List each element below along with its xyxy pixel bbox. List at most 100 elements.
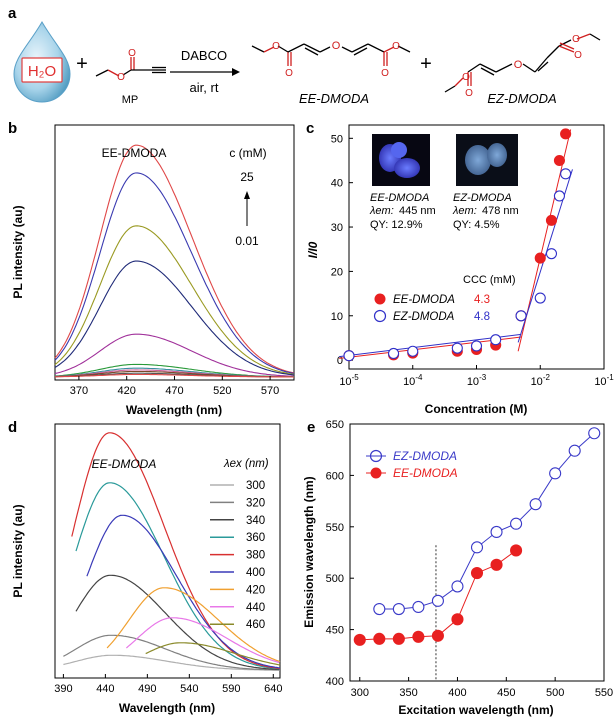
panel-e-point-ez bbox=[588, 427, 601, 440]
panel-d-frame bbox=[54, 423, 281, 679]
panel-e-point-ee bbox=[490, 558, 503, 571]
panel-d-curve-380 bbox=[71, 432, 281, 669]
panel-b-title: EE-DMODA bbox=[102, 146, 167, 160]
legend-d-label-340: 340 bbox=[246, 515, 265, 527]
panel-e-xtick-label: 350 bbox=[399, 687, 417, 699]
panel-b-c-low: 0.01 bbox=[235, 234, 259, 248]
panel-c-ytick-label: 20 bbox=[331, 266, 343, 278]
panel-e-ytick-label: 550 bbox=[326, 522, 344, 534]
panel-label-c: c bbox=[306, 120, 314, 137]
panel-c-point-ez bbox=[545, 248, 558, 260]
panel-c-point-ee bbox=[560, 128, 572, 140]
panel-d-ylabel: PL intensity (au) bbox=[11, 504, 25, 597]
legend-e-ez-name: EZ-DMODA bbox=[393, 449, 457, 463]
panel-c-point-ez bbox=[470, 340, 483, 352]
panel-b-curves bbox=[54, 144, 295, 378]
panel-c-point-ee bbox=[534, 252, 546, 264]
plus-sign-1: + bbox=[76, 53, 88, 75]
panel-b-c-label: c (mM) bbox=[229, 146, 266, 160]
panel-c-point-ez bbox=[515, 310, 527, 322]
panel-b-xtick-label: 570 bbox=[261, 385, 279, 397]
catalyst-label: DABCO bbox=[181, 48, 227, 63]
panel-d-ticks: 390 440 490 540 590 640 bbox=[54, 674, 282, 695]
panel-d-curve-440 bbox=[126, 617, 280, 664]
panel-b-frame bbox=[54, 124, 295, 381]
panel-e-point-ez bbox=[510, 517, 523, 530]
panel-d-xtick-label: 540 bbox=[180, 683, 198, 695]
panel-e-point-ez bbox=[373, 602, 386, 616]
panel-c-data bbox=[339, 128, 573, 362]
water-drop: H₂O bbox=[13, 21, 71, 103]
panel-e-ticks: 300 350 400 450 500 550 400 450 500 550 600 650 bbox=[326, 419, 614, 699]
svg-text:O: O bbox=[285, 68, 293, 79]
legend-d-label-300: 300 bbox=[246, 480, 265, 492]
panel-label-d: d bbox=[8, 419, 17, 436]
panel-c-ytick-label: 40 bbox=[331, 178, 343, 190]
panel-e-point-ez bbox=[490, 525, 503, 538]
panel-e-ytick-label: 650 bbox=[326, 419, 344, 431]
svg-text:O: O bbox=[381, 68, 389, 79]
panel-e-ytick-label: 600 bbox=[326, 470, 344, 482]
panel-b-curve-3 bbox=[54, 260, 295, 376]
panel-c-point-ee bbox=[553, 154, 565, 167]
panel-e-xtick-label: 500 bbox=[546, 687, 564, 699]
panel-c-point-ez bbox=[534, 292, 546, 304]
panel-c-xtick-label: 10-4 bbox=[403, 373, 423, 388]
panel-e-ytick-label: 450 bbox=[326, 625, 344, 637]
legend-c-ee-name: EE-DMODA bbox=[393, 294, 455, 306]
panel-c-point-ez bbox=[560, 168, 572, 180]
legend-c-ez-marker bbox=[373, 309, 387, 323]
panel-b-xlabel: Wavelength (nm) bbox=[126, 403, 222, 417]
svg-text:O: O bbox=[574, 50, 582, 61]
panel-d-plot: 390 440 490 540 590 640 EE-DMODA λex (nm) 300… bbox=[11, 423, 282, 715]
panel-e-xtick-label: 550 bbox=[595, 687, 613, 699]
panel-d-curves bbox=[63, 432, 281, 671]
legend-d-header: λex (nm) bbox=[223, 458, 269, 470]
panel-e-ylabel: Emission wavelength (nm) bbox=[302, 476, 316, 627]
panel-c-ylabel: I/I0 bbox=[306, 241, 320, 258]
panel-b-curve-10 bbox=[55, 373, 294, 378]
inset-ez-lambda: 478 nm bbox=[482, 205, 519, 217]
panel-d-curve-460 bbox=[145, 642, 281, 666]
panel-b-xtick-label: 470 bbox=[165, 385, 183, 397]
water-label: H₂O bbox=[28, 63, 56, 80]
panel-c-point-ez bbox=[451, 342, 463, 354]
panel-b-curve-4 bbox=[54, 333, 295, 377]
panel-d-curve-420 bbox=[106, 587, 281, 663]
panel-b-xtick-label: 520 bbox=[213, 385, 231, 397]
panel-e-xtick-label: 400 bbox=[448, 687, 466, 699]
legend-c-ee-marker bbox=[374, 293, 386, 305]
panel-e-data bbox=[353, 427, 601, 681]
panel-d-curve-320 bbox=[63, 634, 281, 671]
panel-c-ytick-label: 10 bbox=[331, 311, 343, 323]
panel-c-point-ez bbox=[343, 350, 355, 362]
panel-b-plot: 370 420 470 520 570 EE-DMODA c (mM) 25 0.01 … bbox=[11, 124, 295, 417]
panel-c-ticks: 0 10 20 30 40 50 10-5 10-4 10-3 10-2 10-1 bbox=[331, 133, 614, 388]
panel-e-plot: 300 350 400 450 500 550 400 450 500 550 600 650 EZ-… bbox=[302, 419, 613, 717]
reactant-label: MP bbox=[122, 94, 139, 106]
legend-c-ee-ccc: 4.3 bbox=[474, 294, 490, 306]
panel-b-ylabel: PL intensity (au) bbox=[11, 205, 25, 298]
panel-e-ytick-label: 400 bbox=[326, 676, 344, 688]
panel-b-xtick-label: 370 bbox=[70, 385, 88, 397]
panel-d-xtick-label: 390 bbox=[54, 683, 72, 695]
panel-b-curve-0 bbox=[54, 144, 295, 374]
panel-label-b: b bbox=[8, 120, 17, 137]
panel-d-curve-400 bbox=[86, 514, 281, 669]
panel-c-point-ez bbox=[490, 334, 502, 346]
inset-ez-lambda-label: λem: bbox=[452, 205, 477, 217]
panel-e-point-ee bbox=[353, 633, 366, 646]
legend-d-label-360: 360 bbox=[246, 532, 265, 544]
panel-e-point-ez bbox=[392, 602, 405, 616]
panel-b-ticks: 370 420 470 520 570 bbox=[70, 376, 279, 397]
panel-e-point-ee bbox=[510, 544, 523, 557]
panel-e-point-ee bbox=[373, 632, 386, 645]
panel-c-xlabel: Concentration (M) bbox=[425, 402, 528, 416]
panel-d-xtick-label: 490 bbox=[138, 683, 156, 695]
panel-label-a: a bbox=[8, 5, 17, 22]
product2-label: EZ-DMODA bbox=[487, 91, 556, 106]
svg-text:O: O bbox=[272, 41, 280, 52]
panel-e-point-ez bbox=[549, 467, 562, 480]
panel-e-point-ez bbox=[451, 580, 464, 593]
panel-d-xlabel: Wavelength (nm) bbox=[119, 701, 215, 715]
